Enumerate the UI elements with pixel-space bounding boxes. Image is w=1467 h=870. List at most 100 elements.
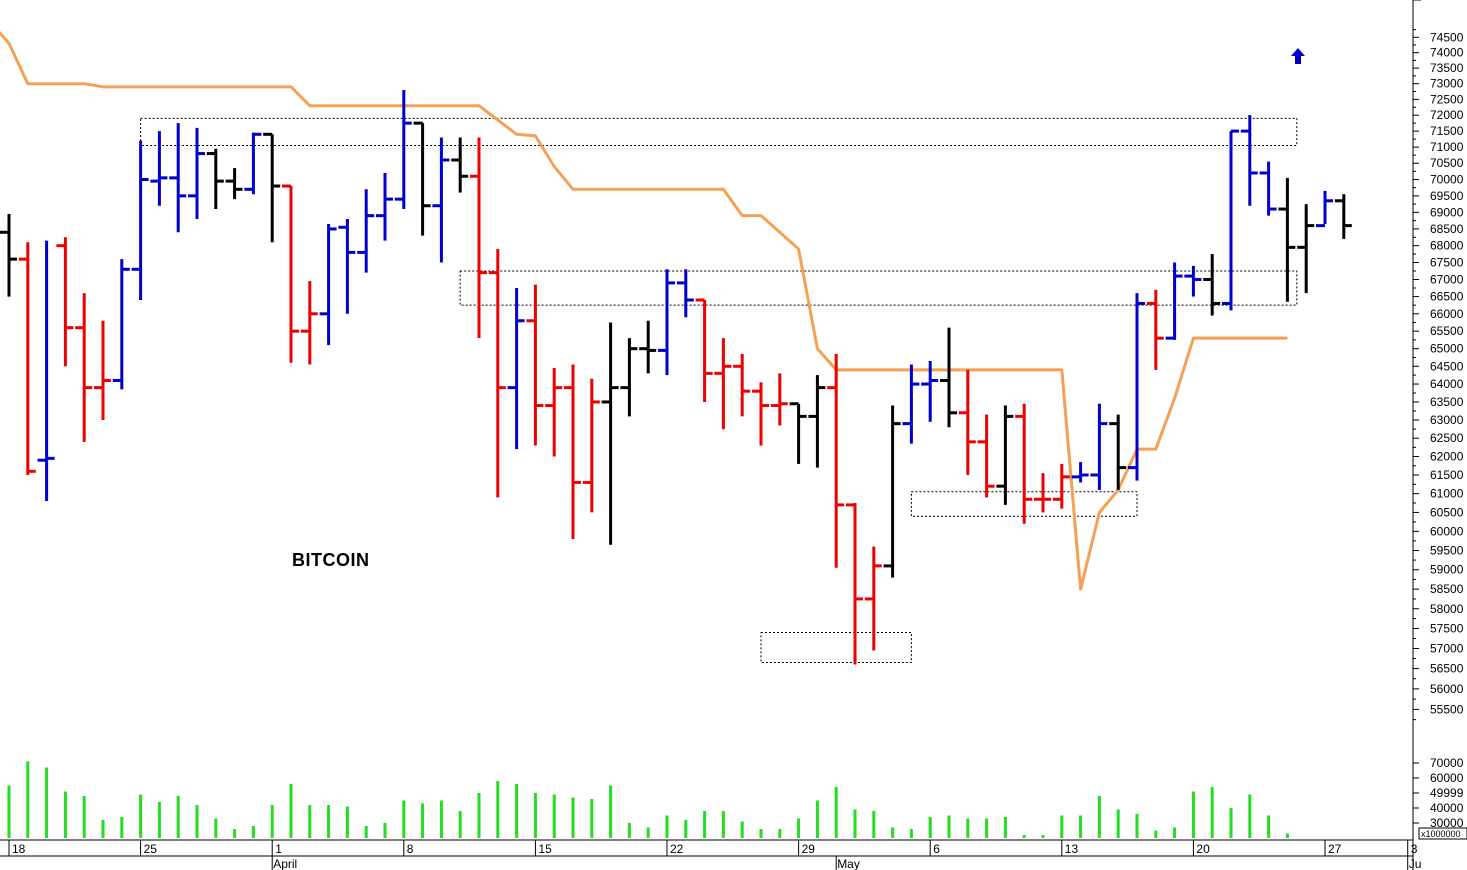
ohlc-bar — [1184, 265, 1202, 297]
ohlc-bar — [300, 281, 318, 365]
ohlc-bar — [488, 249, 506, 498]
price-tick-label: 67500 — [1430, 256, 1464, 270]
price-tick-label: 72500 — [1430, 92, 1464, 106]
ohlc-bar — [432, 137, 450, 263]
month-tick-label: May — [837, 857, 860, 870]
ohlc-bar — [1034, 473, 1051, 513]
ohlc-bar — [319, 223, 337, 346]
price-tick-label: 73500 — [1430, 61, 1464, 75]
price-tick-label: 68000 — [1430, 239, 1464, 253]
volume-unit-label: x1000000 — [1421, 829, 1461, 839]
ohlc-bar — [921, 360, 939, 422]
day-tick-label: 6 — [933, 842, 940, 856]
day-tick-label: 20 — [1196, 842, 1210, 856]
ohlc-bar — [1165, 262, 1183, 340]
ohlc-bar — [958, 369, 976, 476]
price-tick-label: 63500 — [1430, 395, 1464, 409]
zone-box — [760, 632, 912, 664]
day-tick-label: 13 — [1065, 842, 1079, 856]
trailing-stop-line — [0, 30, 1288, 591]
ohlc-bar — [1278, 177, 1296, 302]
price-tick-label: 60500 — [1430, 505, 1464, 519]
ohlc-bar — [1297, 204, 1315, 294]
ohlc-bar — [1109, 414, 1127, 490]
volume-tick-label: 70000 — [1430, 756, 1464, 770]
ohlc-bar — [564, 364, 581, 539]
ohlc-bar — [376, 172, 393, 241]
ohlc-bar — [357, 189, 375, 273]
ohlc-bar — [752, 382, 769, 446]
ohlc-bar — [846, 503, 863, 665]
price-tick-label: 62000 — [1430, 450, 1464, 464]
ohlc-bar — [0, 213, 17, 297]
ohlc-bar — [940, 327, 957, 428]
price-tick-label: 65000 — [1430, 342, 1464, 356]
ohlc-bar — [56, 237, 74, 367]
ohlc-bar — [1222, 129, 1239, 311]
price-tick-label: 55500 — [1430, 702, 1464, 716]
ohlc-bar — [639, 320, 657, 374]
price-tick-label: 67000 — [1430, 272, 1464, 286]
ohlc-bar — [658, 269, 675, 376]
price-tick-label: 68500 — [1430, 222, 1464, 236]
ohlc-bar — [37, 240, 55, 502]
price-tick-label: 58500 — [1430, 582, 1464, 596]
ohlc-bar — [225, 168, 243, 200]
ohlc-bar — [244, 132, 262, 195]
ohlc-bar — [507, 288, 525, 450]
price-tick-label: 61000 — [1430, 487, 1464, 501]
day-tick-label: 8 — [407, 842, 414, 856]
price-tick-label: 66500 — [1430, 290, 1464, 304]
price-tick-label: 57500 — [1430, 622, 1464, 636]
price-tick-label: 74500 — [1430, 30, 1464, 44]
stop-line — [0, 30, 1288, 591]
ohlc-bar — [695, 298, 713, 402]
zone-boxes — [140, 117, 1298, 664]
signal-arrow-icon — [1291, 48, 1305, 64]
ohlc-bar — [75, 293, 93, 442]
ohlc-bars — [0, 89, 1352, 665]
ohlc-bar — [413, 121, 431, 236]
ohlc-bar — [470, 137, 487, 339]
ohlc-bar — [338, 218, 356, 314]
ohlc-bar — [1203, 254, 1221, 316]
price-tick-label: 66000 — [1430, 307, 1464, 321]
ohlc-bar — [545, 368, 563, 457]
ohlc-bar — [1052, 463, 1070, 509]
volume-tick-label: 40000 — [1430, 801, 1464, 815]
ohlc-bar — [733, 353, 751, 417]
ohlc-bar — [394, 89, 412, 210]
price-tick-label: 63000 — [1430, 413, 1464, 427]
ohlc-bar — [1334, 194, 1352, 239]
volume-tick-label: 60000 — [1430, 771, 1464, 785]
price-tick-label: 70500 — [1430, 156, 1464, 170]
ohlc-bar — [18, 242, 36, 476]
ohlc-bar — [883, 405, 901, 578]
ohlc-bar — [1071, 462, 1089, 483]
price-tick-label: 69000 — [1430, 205, 1464, 219]
day-tick-label: 29 — [802, 842, 816, 856]
up-arrow-icon — [1291, 48, 1305, 64]
ohlc-bar — [1015, 403, 1033, 524]
ohlc-bar — [808, 375, 826, 468]
ohlc-bar — [526, 284, 544, 446]
ohlc-bar — [902, 364, 920, 444]
volume-tick-label: 30000 — [1430, 816, 1464, 830]
ohlc-bar — [977, 414, 995, 498]
zone-box — [459, 270, 1298, 306]
price-tick-label: 58000 — [1430, 602, 1464, 616]
price-tick-label: 62500 — [1430, 431, 1464, 445]
ohlc-bar — [1240, 115, 1258, 206]
ohlc-bar — [601, 322, 619, 545]
ohlc-bar — [206, 148, 224, 210]
ohlc-bar — [827, 353, 845, 568]
day-tick-label: 15 — [538, 842, 552, 856]
ohlc-bar — [1146, 289, 1164, 370]
day-tick-label: 25 — [144, 842, 158, 856]
price-tick-label: 70000 — [1430, 172, 1464, 186]
ohlc-bar — [131, 140, 149, 301]
ohlc-bar — [263, 132, 281, 243]
ohlc-bar — [789, 402, 807, 464]
price-tick-label: 69500 — [1430, 189, 1464, 203]
ohlc-bar — [676, 269, 694, 318]
